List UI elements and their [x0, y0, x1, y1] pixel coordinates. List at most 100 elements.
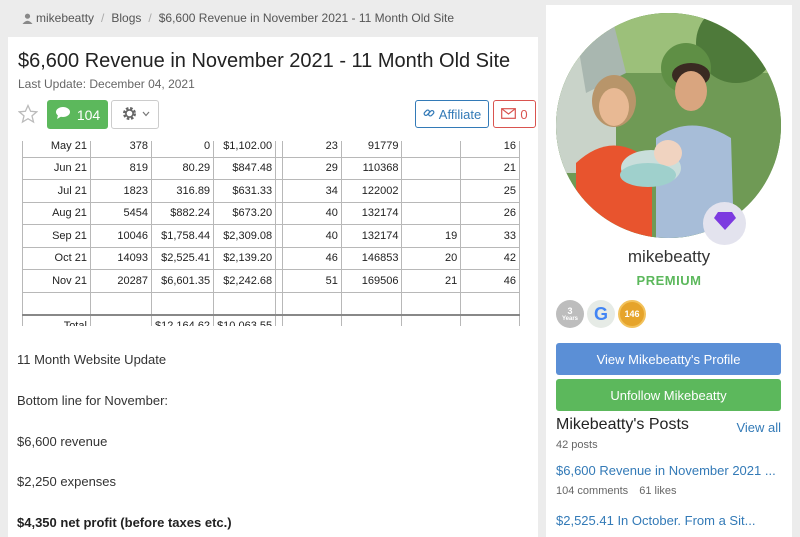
table-cell: 21	[460, 156, 520, 180]
table-cell: 21	[401, 269, 462, 293]
breadcrumb-separator: /	[148, 11, 152, 25]
years-badge-value: 3	[567, 305, 573, 316]
table-row: May 21 378 0 $1,102.00 23 91779 16	[22, 141, 520, 158]
premium-diamond-badge	[703, 202, 746, 245]
table-cell: 33	[460, 224, 520, 248]
table-cell: Jul 21	[22, 179, 91, 203]
table-cell	[282, 313, 342, 326]
google-badge[interactable]: G	[587, 300, 615, 328]
table-row: Oct 21 14093 $2,525.41 $2,139.20 46 146853 20 4…	[22, 246, 520, 270]
table-cell: $6,601.35	[150, 269, 215, 293]
table-cell: 25	[460, 179, 520, 203]
table-cell	[22, 291, 91, 315]
breadcrumb-user-link[interactable]: mikebeatty	[36, 11, 95, 25]
post-link[interactable]: $2,525.41 In October. From a Sit...	[556, 513, 756, 528]
breadcrumb: mikebeatty / Blogs / $6,600 Revenue in N…	[22, 11, 454, 25]
page-title: $6,600 Revenue in November 2021 - 11 Mon…	[18, 50, 511, 72]
comments-button[interactable]: 104	[47, 100, 108, 129]
table-cell: $631.33	[213, 179, 277, 203]
post-meta: 104 comments 61 likes	[556, 485, 677, 497]
table-cell: 122002	[340, 179, 403, 203]
years-badge-label: Years	[561, 315, 579, 322]
table-cell: Oct 21	[22, 246, 91, 270]
table-cell: 378	[89, 141, 153, 158]
table-cell: Aug 21	[22, 201, 91, 225]
user-icon	[22, 13, 33, 24]
table-cell: 26	[460, 201, 520, 225]
table-cell: $2,139.20	[213, 246, 277, 270]
table-cell	[275, 141, 284, 158]
table-cell	[275, 201, 284, 225]
profile-username[interactable]: mikebeatty	[627, 247, 711, 266]
table-cell	[401, 156, 462, 180]
table-cell	[282, 291, 342, 315]
table-cell: $2,242.68	[213, 269, 277, 293]
post-link[interactable]: $6,600 Revenue in November 2021 ...	[556, 463, 776, 478]
breadcrumb-current: $6,600 Revenue in November 2021 - 11 Mon…	[158, 11, 455, 25]
author-sidebar: mikebeatty PREMIUM 3 Years G 146 View Mi…	[546, 5, 792, 537]
count-badge[interactable]: 146	[618, 300, 646, 328]
comment-icon	[55, 106, 71, 123]
view-all-link[interactable]: View all	[736, 420, 781, 435]
table-cell	[460, 313, 520, 326]
table-cell: $1,758.44	[150, 224, 215, 248]
table-cell: 316.89	[150, 179, 215, 203]
table-row	[22, 291, 520, 315]
expenses-text: $2,250 expenses	[17, 474, 117, 489]
table-cell: 169506	[340, 269, 403, 293]
unfollow-button[interactable]: Unfollow Mikebeatty	[556, 379, 781, 411]
view-profile-button[interactable]: View Mikebeatty's Profile	[556, 343, 781, 375]
breadcrumb-blogs-link[interactable]: Blogs	[111, 11, 142, 25]
update-heading: 11 Month Website Update	[17, 352, 167, 367]
google-badge-label: G	[593, 303, 608, 324]
star-icon[interactable]	[17, 103, 39, 124]
membership-status: PREMIUM	[636, 273, 702, 288]
revenue-table-wrapper: May 21 378 0 $1,102.00 23 91779 16 Jun 21 819 80.…	[22, 141, 520, 326]
table-row: Total $12,164.62 $10,063.55	[22, 313, 520, 326]
table-cell: 40	[282, 224, 342, 248]
message-button[interactable]: 0	[493, 100, 536, 128]
post-likes: 61 likes	[639, 485, 677, 497]
settings-dropdown-button[interactable]	[111, 100, 159, 129]
table-cell: 23	[282, 141, 342, 158]
table-cell: 5454	[89, 201, 153, 225]
table-cell: Jun 21	[22, 156, 91, 180]
table-cell: $2,525.41	[150, 246, 215, 270]
revenue-table: May 21 378 0 $1,102.00 23 91779 16 Jun 21 819 80.…	[22, 141, 520, 326]
table-cell: 146853	[340, 246, 403, 270]
table-cell: 19	[401, 224, 462, 248]
table-cell	[340, 291, 403, 315]
table-cell: 80.29	[150, 156, 215, 180]
table-cell	[401, 179, 462, 203]
table-cell	[275, 269, 284, 293]
table-cell: 16	[460, 141, 520, 158]
table-cell: 51	[282, 269, 342, 293]
avatar[interactable]	[556, 13, 781, 238]
table-cell: $847.48	[213, 156, 277, 180]
table-cell	[89, 291, 153, 315]
table-cell	[401, 313, 462, 326]
table-cell: 14093	[89, 246, 153, 270]
years-badge[interactable]: 3 Years	[556, 300, 584, 328]
revenue-text: $6,600 revenue	[17, 434, 108, 449]
table-cell: 132174	[340, 224, 403, 248]
bottom-line-text: Bottom line for November:	[17, 393, 169, 408]
table-cell: $10,063.55	[213, 313, 277, 326]
table-cell	[401, 291, 462, 315]
table-cell	[275, 179, 284, 203]
table-cell: $673.20	[213, 201, 277, 225]
table-cell	[150, 291, 215, 315]
table-cell	[213, 291, 277, 315]
table-cell	[401, 201, 462, 225]
chevron-down-icon	[142, 109, 150, 120]
table-row: Sep 21 10046 $1,758.44 $2,309.08 40 132174 19 3…	[22, 224, 520, 248]
table-cell: 42	[460, 246, 520, 270]
post-comments: 104 comments	[556, 485, 629, 497]
post-card: $6,600 Revenue in November 2021 - 11 Mon…	[8, 37, 538, 537]
count-badge-label: 146	[624, 309, 640, 319]
affiliate-button[interactable]: Affiliate	[415, 100, 489, 128]
table-cell: $1,102.00	[213, 141, 277, 158]
table-cell	[275, 291, 284, 315]
table-cell: 91779	[340, 141, 403, 158]
mail-icon	[501, 107, 517, 122]
